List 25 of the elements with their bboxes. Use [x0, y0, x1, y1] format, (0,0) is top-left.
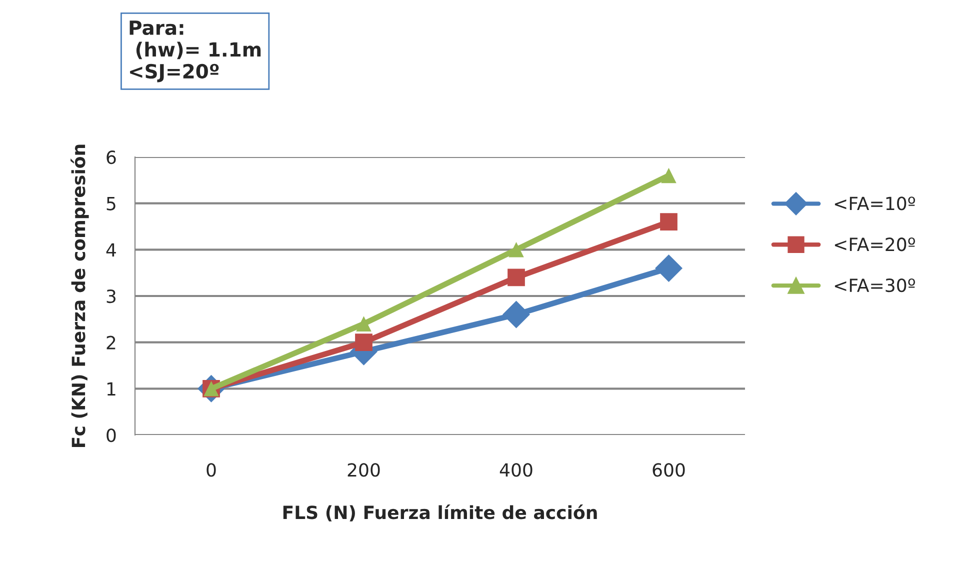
- point: [661, 168, 676, 184]
- y-tick-label: 0: [106, 428, 116, 442]
- y-tick-label: 5: [106, 197, 116, 210]
- x-axis-title: FLS (N) Fuerza límite de acción: [283, 504, 597, 522]
- y-tick-label: 4: [106, 243, 116, 257]
- point: [502, 300, 530, 328]
- legend-label: <FA=30º: [834, 278, 916, 292]
- point: [508, 242, 524, 258]
- x-tick-label: 600: [652, 463, 685, 477]
- point: [508, 268, 525, 286]
- y-tick-label: 1: [107, 382, 116, 396]
- y-tick-label: 6: [106, 150, 116, 164]
- point: [356, 316, 372, 332]
- y-tick-label: 2: [106, 336, 116, 350]
- x-tick-label: 400: [500, 463, 532, 477]
- legend-label: <FA=20º: [834, 238, 916, 252]
- legend-label: <FA=10º: [834, 196, 916, 210]
- point: [660, 213, 678, 231]
- y-tick-label: 3: [106, 289, 116, 304]
- text: Para: (hw)= 1.1m <SJ=20º: [130, 20, 261, 82]
- y-axis-title: Fc (KN) Fuerza de compresión: [70, 144, 89, 447]
- point: [655, 254, 682, 282]
- point: [355, 334, 372, 352]
- x-tick-label: 200: [348, 463, 380, 477]
- x-tick-label: 0: [206, 463, 216, 477]
